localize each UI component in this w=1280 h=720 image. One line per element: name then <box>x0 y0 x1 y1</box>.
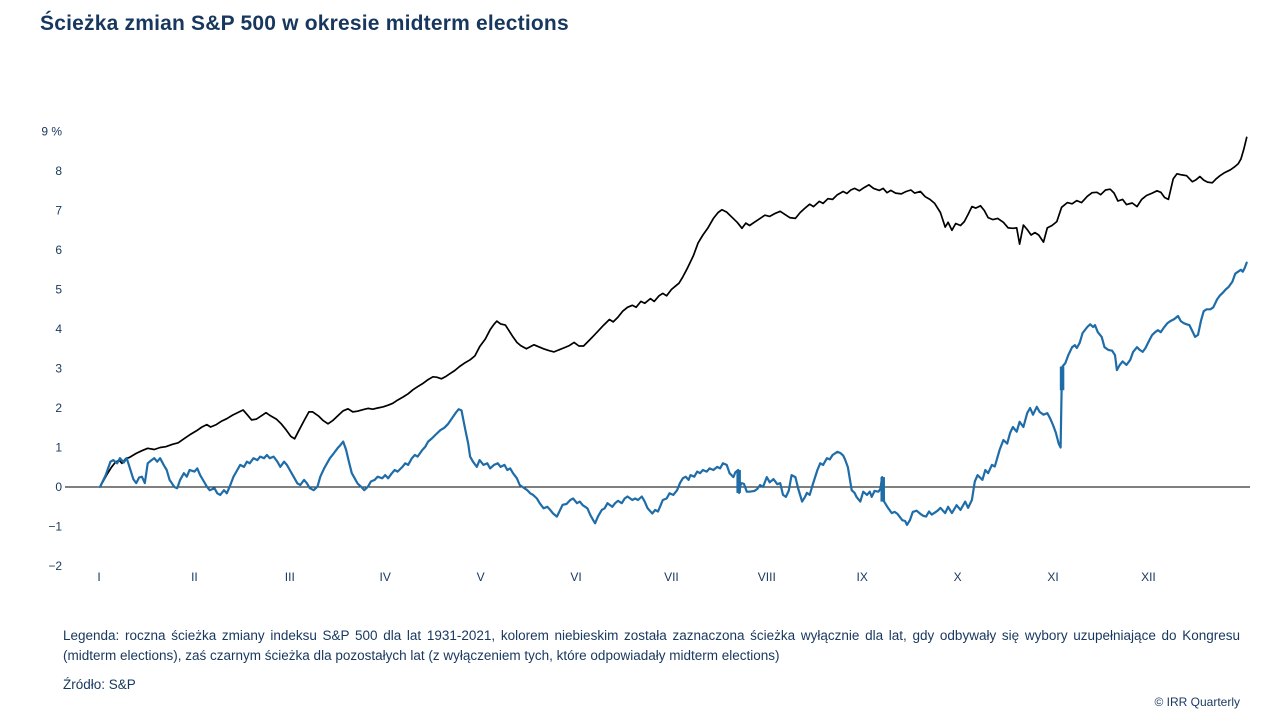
y-tick-label: 0 <box>55 480 62 494</box>
y-tick-label: 2 <box>55 401 62 415</box>
x-tick-label: II <box>191 570 198 584</box>
x-tick-label: IX <box>857 570 868 584</box>
y-tick-label: 5 <box>55 283 62 297</box>
y-tick-label: 4 <box>55 322 62 336</box>
chart-legend-text: Legenda: roczna ścieżka zmiany indeksu S… <box>63 628 1240 663</box>
x-tick-label: VI <box>570 570 581 584</box>
x-tick-label: VII <box>664 570 679 584</box>
source-text: Źródło: S&P <box>63 677 136 692</box>
y-tick-label: −2 <box>48 559 62 573</box>
x-tick-label: X <box>954 570 962 584</box>
y-tick-label: −1 <box>48 520 62 534</box>
x-tick-label: XII <box>1141 570 1156 584</box>
y-tick-label: 9 % <box>41 125 62 139</box>
y-tick-label: 6 <box>55 243 62 257</box>
y-tick-label: 8 <box>55 164 62 178</box>
copyright-text: © IRR Quarterly <box>1154 695 1240 709</box>
y-tick-label: 3 <box>55 362 62 376</box>
x-tick-label: V <box>477 570 485 584</box>
x-tick-label: XI <box>1047 570 1058 584</box>
page-title: Ścieżka zmian S&P 500 w okresie midterm … <box>40 12 569 35</box>
x-tick-label: III <box>285 570 295 584</box>
y-tick-label: 1 <box>55 441 62 455</box>
x-tick-label: VIII <box>758 570 776 584</box>
x-tick-label: I <box>97 570 100 584</box>
series-line-0 <box>99 136 1248 488</box>
x-tick-label: IV <box>380 570 391 584</box>
series-line-1 <box>98 261 1248 527</box>
y-tick-label: 7 <box>55 204 62 218</box>
